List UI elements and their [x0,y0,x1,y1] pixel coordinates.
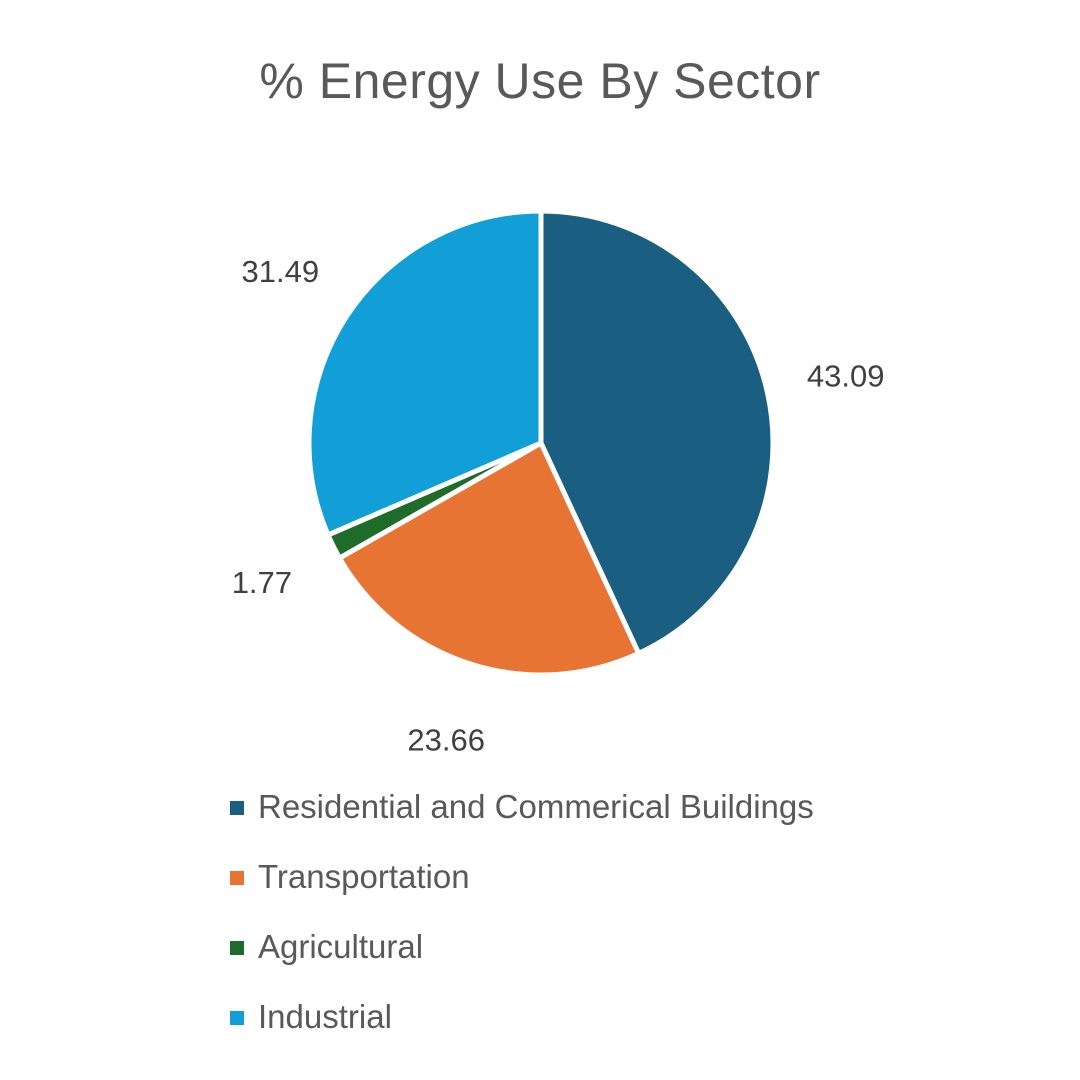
legend: Residential and Commerical Buildings Tra… [230,772,814,1052]
legend-label-industrial: Industrial [258,998,392,1035]
legend-label-residential: Residential and Commerical Buildings [258,788,814,825]
legend-swatch-residential [230,801,244,815]
legend-item-residential: Residential and Commerical Buildings [230,772,814,842]
pie-slice-transportation [337,440,642,678]
legend-swatch-agricultural [230,941,244,955]
pie-chart: 43.09 23.66 1.77 31.49 [231,208,885,758]
legend-item-agricultural: Agricultural [230,912,814,982]
legend-item-transportation: Transportation [230,842,814,912]
data-label-residential: 43.09 [807,358,885,393]
chart-title: % Energy Use By Sector [259,53,821,109]
legend-label-agricultural: Agricultural [258,928,424,965]
legend-swatch-transportation [230,871,244,885]
legend-item-industrial: Industrial [230,982,814,1052]
data-label-industrial: 31.49 [242,254,320,289]
pie-slice-residential [538,208,776,656]
data-label-transportation: 23.66 [407,723,485,758]
data-label-agricultural: 1.77 [232,565,292,600]
pie-data-labels: 43.09 23.66 1.77 31.49 [232,254,885,758]
pie-slices [306,208,776,678]
pie-slice-industrial [306,208,544,538]
legend-swatch-industrial [230,1011,244,1025]
legend-label-transportation: Transportation [258,858,470,895]
